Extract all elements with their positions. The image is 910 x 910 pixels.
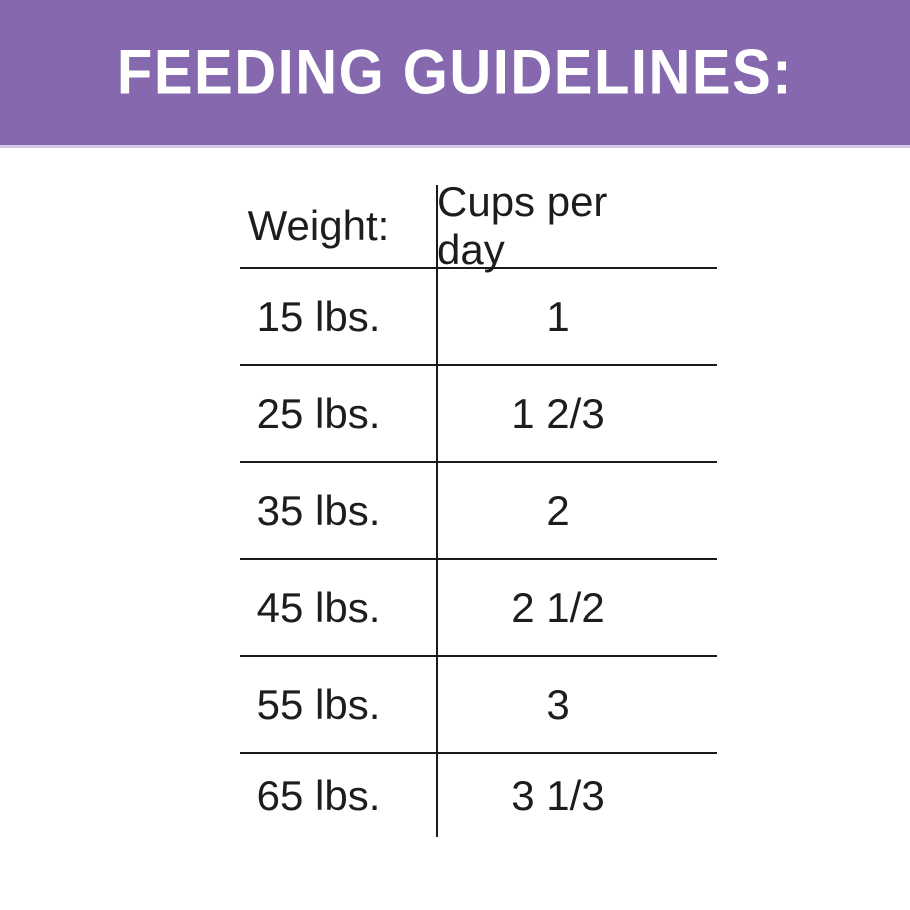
weight-cell: 65 lbs. xyxy=(256,771,381,819)
feeding-guidelines-table: Weight: Cups per day 15 lbs. 1 25 lbs. 1… xyxy=(240,178,717,837)
weight-cell: 45 lbs. xyxy=(256,583,381,631)
weight-cell: 55 lbs. xyxy=(256,680,381,728)
table-row: 25 lbs. 1 2/3 xyxy=(240,366,717,463)
cups-cell: 1 2/3 xyxy=(511,389,605,437)
cups-cell: 2 1/2 xyxy=(511,583,605,631)
table-header-row: Weight: Cups per day xyxy=(240,178,717,273)
table-row: 15 lbs. 1 xyxy=(240,269,717,366)
column-divider-line xyxy=(436,185,438,837)
table-row: 65 lbs. 3 1/3 xyxy=(240,754,717,837)
column-header-weight: Weight: xyxy=(247,202,390,249)
header-banner: FEEDING GUIDELINES: xyxy=(0,0,910,148)
table-row: 45 lbs. 2 1/2 xyxy=(240,560,717,657)
weight-cell: 35 lbs. xyxy=(256,486,381,534)
cups-cell: 2 xyxy=(546,486,570,534)
table-row: 35 lbs. 2 xyxy=(240,463,717,560)
cups-cell: 1 xyxy=(546,292,570,340)
weight-cell: 15 lbs. xyxy=(256,292,381,340)
cups-cell: 3 xyxy=(546,680,570,728)
weight-cell: 25 lbs. xyxy=(256,389,381,437)
table-row: 55 lbs. 3 xyxy=(240,657,717,754)
cups-cell: 3 1/3 xyxy=(511,771,605,819)
column-header-cups-per-day: Cups per day xyxy=(437,178,608,273)
page-title: FEEDING GUIDELINES: xyxy=(116,37,794,108)
